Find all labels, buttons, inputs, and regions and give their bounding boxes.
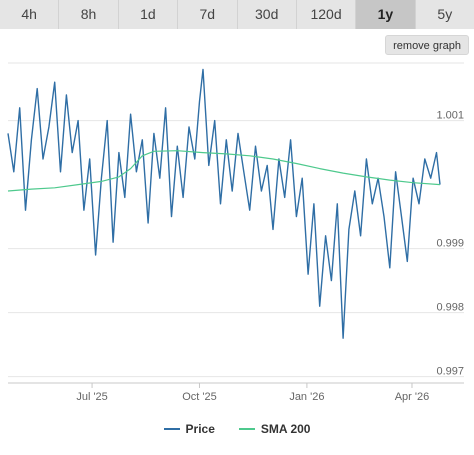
sma-200-line <box>7 150 441 192</box>
tab-5y[interactable]: 5y <box>415 0 474 29</box>
legend-label-sma-200: SMA 200 <box>260 422 311 436</box>
tab-1y[interactable]: 1y <box>356 0 416 29</box>
tab-8h[interactable]: 8h <box>59 0 119 29</box>
tab-1d[interactable]: 1d <box>118 0 179 29</box>
tab-4h[interactable]: 4h <box>0 0 60 29</box>
legend-item-price[interactable]: Price <box>163 422 215 436</box>
y-tick-label: 0.998 <box>436 302 464 314</box>
x-tick-label: Jan '26 <box>289 391 324 403</box>
x-axis: Jul '25 Oct '25 Jan '26 Apr '26 <box>8 382 464 403</box>
y-tick-label: 0.997 <box>436 366 464 378</box>
remove-graph-button[interactable]: remove graph <box>385 35 469 55</box>
y-tick-label: 0.999 <box>436 238 464 250</box>
timeframe-tabs: 4h 8h 1d 7d 30d 120d 1y 5y <box>0 0 474 29</box>
x-tick-label: Apr '26 <box>395 391 430 403</box>
legend-label-price: Price <box>185 422 215 436</box>
tab-30d[interactable]: 30d <box>237 0 297 29</box>
x-tick-label: Jul '25 <box>76 391 107 403</box>
legend-item-sma-200[interactable]: SMA 200 <box>238 422 311 436</box>
x-tick-label: Oct '25 <box>182 391 217 403</box>
legend-swatch-sma-200 <box>238 428 255 430</box>
price-line <box>7 68 441 339</box>
legend-swatch-price <box>163 428 180 430</box>
series-lines <box>7 68 441 339</box>
price-chart: 1.001 0.999 0.998 0.997 Jul '25 Oct '25 Jan '… <box>7 62 464 403</box>
grid-lines <box>8 62 464 378</box>
tab-120d[interactable]: 120d <box>296 0 357 29</box>
y-axis: 1.001 0.999 0.998 0.997 <box>436 110 464 378</box>
tab-7d[interactable]: 7d <box>178 0 238 29</box>
legend: Price SMA 200 <box>0 420 474 438</box>
y-tick-label: 1.001 <box>436 110 464 122</box>
